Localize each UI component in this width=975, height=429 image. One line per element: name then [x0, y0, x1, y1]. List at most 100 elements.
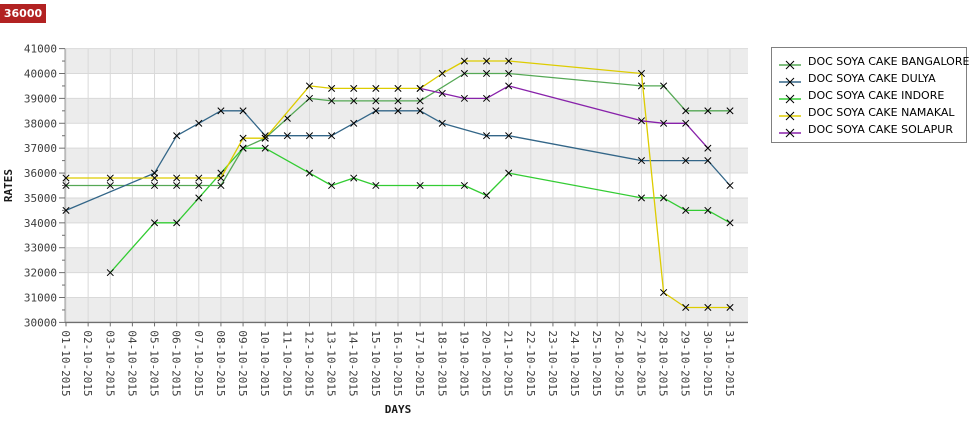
data-point-marker — [682, 107, 690, 115]
data-point-marker — [261, 144, 269, 152]
data-point-marker — [150, 181, 159, 190]
data-point-marker — [350, 84, 358, 92]
data-point-marker — [704, 303, 712, 312]
data-point-marker — [372, 181, 380, 190]
x-tick-label: 28-10-2015 — [657, 330, 670, 396]
x-tick-label: 09-10-2015 — [236, 330, 249, 396]
legend-line-x-marker-icon — [778, 124, 808, 137]
legend-item: DOC SOYA CAKE INDORE — [778, 87, 960, 104]
legend-item: DOC SOYA CAKE SOLAPUR — [778, 121, 960, 138]
legend-item: DOC SOYA CAKE BANGALORE — [778, 53, 969, 70]
data-point-marker — [328, 181, 336, 190]
data-point-marker — [394, 97, 402, 105]
y-tick-label: 34000 — [24, 217, 57, 230]
data-point-marker — [62, 206, 70, 214]
data-point-marker — [726, 219, 734, 227]
legend-label: DOC SOYA CAKE INDORE — [808, 89, 945, 102]
data-point-marker — [106, 269, 114, 277]
x-tick-label: 08-10-2015 — [214, 330, 227, 396]
x-tick-label: 21-10-2015 — [502, 330, 515, 396]
x-tick-label: 20-10-2015 — [480, 330, 493, 396]
data-point-marker — [704, 157, 712, 165]
data-point-marker — [283, 114, 291, 122]
x-tick-label: 03-10-2015 — [103, 330, 116, 396]
data-point-marker — [394, 84, 402, 92]
plot-band — [65, 247, 748, 273]
data-point-marker — [682, 157, 690, 165]
y-tick-label: 38000 — [24, 117, 57, 130]
data-point-marker — [682, 119, 690, 127]
data-point-marker — [660, 82, 668, 90]
x-tick-label: 14-10-2015 — [347, 330, 360, 396]
data-point-marker — [195, 119, 203, 127]
data-point-marker — [637, 69, 646, 78]
data-point-marker — [217, 181, 225, 190]
legend-line-x-marker-icon — [778, 56, 808, 69]
plot-band — [65, 297, 748, 323]
data-point-marker — [173, 181, 181, 190]
y-tick-label: 36000 — [24, 167, 57, 180]
data-point-marker — [239, 107, 247, 115]
x-tick-label: 24-10-2015 — [568, 330, 581, 396]
x-tick-label: 06-10-2015 — [170, 330, 183, 396]
data-point-marker — [261, 134, 269, 142]
data-point-marker — [394, 107, 402, 115]
data-point-marker — [350, 119, 358, 127]
value-tooltip: 36000 — [0, 4, 46, 23]
x-tick-label: 31-10-2015 — [723, 330, 736, 396]
data-point-marker — [726, 181, 734, 190]
data-point-marker — [217, 107, 225, 115]
x-tick-label: 25-10-2015 — [590, 330, 603, 396]
plot-band — [65, 48, 748, 74]
x-tick-label: 12-10-2015 — [302, 330, 315, 396]
x-tick-label: 23-10-2015 — [546, 330, 559, 396]
data-point-marker — [505, 57, 513, 65]
data-point-marker — [704, 144, 712, 152]
data-point-marker — [195, 194, 203, 202]
data-point-marker — [704, 206, 712, 214]
data-point-marker — [505, 132, 513, 140]
x-tick-label: 29-10-2015 — [679, 330, 692, 396]
data-point-marker — [195, 174, 203, 182]
legend-label: DOC SOYA CAKE NAMAKAL — [808, 106, 955, 119]
data-point-marker — [482, 57, 491, 65]
x-tick-label: 11-10-2015 — [280, 330, 293, 396]
data-point-marker — [460, 69, 468, 78]
data-point-marker — [482, 94, 491, 102]
x-tick-label: 10-10-2015 — [258, 330, 271, 396]
legend-line-x-marker-icon — [778, 107, 808, 120]
data-point-marker — [372, 84, 380, 92]
data-point-marker — [106, 181, 114, 190]
data-point-marker — [372, 107, 380, 115]
legend-label: DOC SOYA CAKE SOLAPUR — [808, 123, 953, 136]
x-tick-label: 07-10-2015 — [192, 330, 205, 396]
data-point-marker — [350, 97, 358, 105]
legend-line-x-marker-icon — [778, 73, 808, 86]
data-point-marker — [482, 132, 491, 140]
y-tick-label: 31000 — [24, 292, 57, 305]
y-tick-label: 40000 — [24, 67, 57, 80]
y-tick-label: 37000 — [24, 142, 57, 155]
data-point-marker — [283, 132, 291, 140]
plot-band — [65, 148, 748, 174]
legend-line-x-marker-icon — [778, 90, 808, 103]
data-point-marker — [416, 97, 424, 105]
data-point-marker — [660, 288, 668, 297]
data-point-marker — [305, 169, 314, 177]
data-point-marker — [438, 69, 446, 78]
data-point-marker — [704, 107, 712, 115]
x-tick-label: 16-10-2015 — [391, 330, 404, 396]
data-point-marker — [726, 107, 734, 115]
data-point-marker — [150, 174, 159, 182]
data-point-marker — [239, 134, 247, 142]
data-point-marker — [637, 194, 646, 202]
data-point-marker — [482, 69, 491, 78]
data-point-marker — [173, 132, 181, 140]
data-point-marker — [438, 89, 446, 97]
data-point-marker — [505, 169, 513, 177]
data-point-marker — [328, 132, 336, 140]
data-point-marker — [106, 174, 114, 182]
data-point-marker — [328, 84, 336, 92]
data-point-marker — [62, 174, 70, 182]
data-point-marker — [482, 191, 491, 200]
